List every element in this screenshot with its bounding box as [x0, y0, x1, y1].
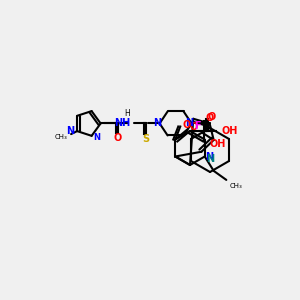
Text: CH₃: CH₃ [54, 134, 67, 140]
Text: N: N [66, 126, 74, 136]
Text: O: O [113, 134, 122, 143]
Text: N: N [185, 118, 194, 128]
Text: N: N [154, 118, 162, 128]
Text: O: O [206, 113, 214, 123]
Text: O: O [182, 119, 190, 130]
Text: N: N [205, 152, 213, 161]
Text: S: S [142, 134, 149, 145]
Text: N: N [206, 154, 214, 164]
Text: F: F [194, 121, 201, 131]
Text: H: H [125, 110, 130, 118]
Text: O: O [208, 112, 216, 122]
Text: OH: OH [210, 139, 226, 149]
Text: OH: OH [222, 126, 238, 136]
Text: CH₃: CH₃ [229, 183, 242, 189]
Text: NH: NH [114, 118, 130, 128]
Text: N: N [94, 133, 100, 142]
Text: O: O [189, 122, 197, 131]
